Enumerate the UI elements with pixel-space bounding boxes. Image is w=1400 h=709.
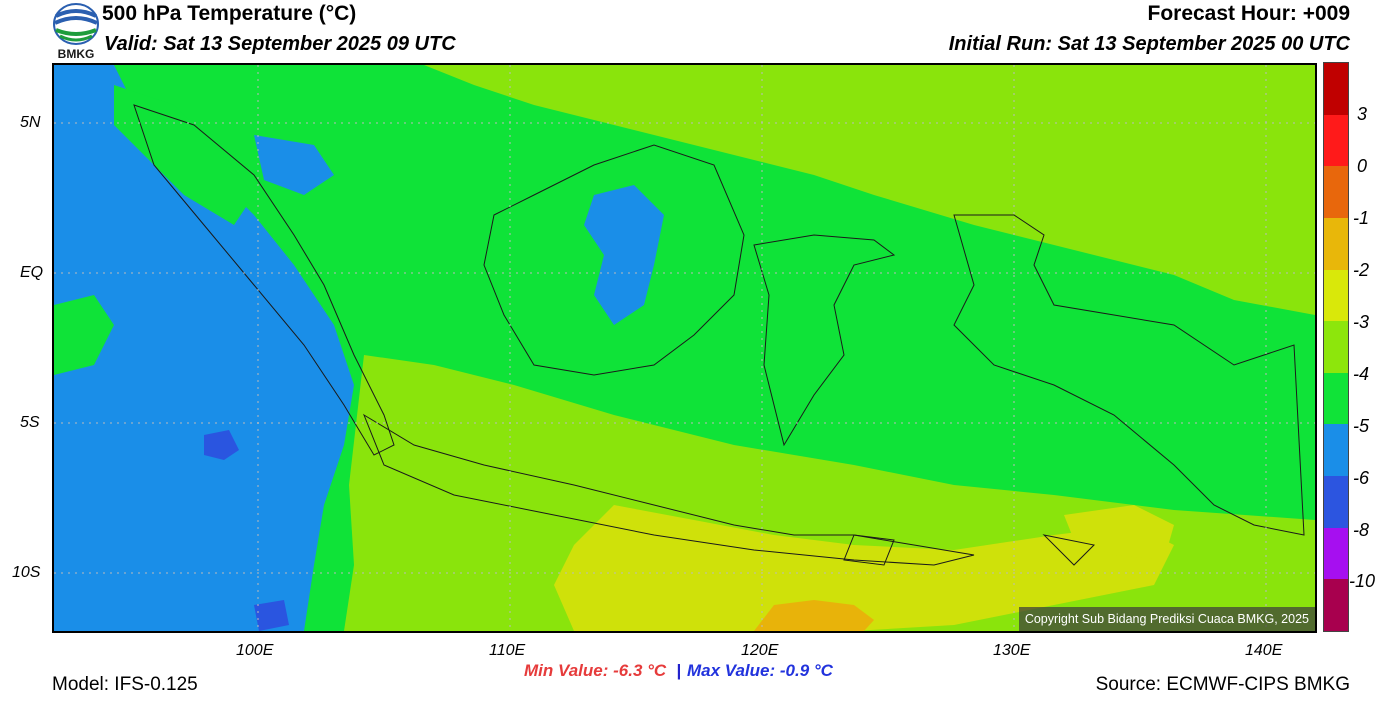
colorbar-label-minus4: -4 (1353, 364, 1370, 384)
model-name: Model: IFS-0.125 (52, 674, 198, 695)
green-patch-sumatra (114, 85, 254, 225)
colorbar-segment (1324, 424, 1348, 476)
colorbar-label-minus3: -3 (1353, 312, 1370, 332)
lat-label-eq: EQ (20, 264, 44, 281)
map-title: 500 hPa Temperature (°C) (102, 2, 357, 25)
colorbar-label-minus5: -5 (1353, 416, 1370, 436)
cold-patch-borneo (584, 185, 664, 325)
cold-patch-north (254, 135, 334, 195)
colorbar-segment (1324, 321, 1348, 373)
temperature-colorbar (1323, 62, 1349, 632)
colorbar-label-minus2: -2 (1353, 260, 1370, 280)
colorbar-segment (1324, 372, 1348, 425)
min-max-separator: | (676, 661, 681, 680)
colder-patch-southwest (254, 600, 289, 631)
lon-label-120e: 120E (741, 642, 779, 659)
colorbar-label-minus1: -1 (1353, 208, 1370, 228)
min-value: Min Value: -6.3 °C (524, 661, 667, 680)
colorbar-segment (1324, 217, 1348, 270)
lon-label-100e: 100E (236, 642, 274, 659)
lat-label-5n: 5N (20, 114, 41, 131)
valid-time: Valid: Sat 13 September 2025 09 UTC (104, 33, 456, 55)
bmkg-logo: BMKG (52, 2, 100, 61)
colorbar-segment (1324, 579, 1348, 631)
warmer-band-south (554, 505, 1174, 631)
colorbar-segment (1324, 166, 1348, 218)
colder-patch-west (204, 430, 239, 460)
lat-lon-grid (54, 65, 1315, 631)
lat-label-10s: 10S (12, 564, 41, 581)
colorbar-segment (1324, 114, 1348, 167)
temperature-map: Copyright Sub Bidang Prediksi Cuaca BMKG… (52, 63, 1317, 633)
colorbar-segment (1324, 63, 1348, 115)
colorbar-label-minus10: -10 (1349, 571, 1376, 591)
max-value: Max Value: -0.9 °C (686, 661, 833, 680)
forecast-hour: Forecast Hour: +009 (1147, 2, 1351, 25)
green-patch-west (54, 295, 114, 375)
cold-region-west (54, 65, 354, 631)
warmer-band-southeast (1064, 505, 1174, 560)
initial-run: Initial Run: Sat 13 September 2025 00 UT… (948, 33, 1350, 55)
colorbar-segment (1324, 269, 1348, 322)
lon-label-140e: 140E (1245, 642, 1283, 659)
colorbar-segment (1324, 476, 1348, 528)
colorbar-label-0: 0 (1357, 156, 1368, 176)
data-source: Source: ECMWF-CIPS BMKG (1095, 674, 1350, 695)
lon-label-110e: 110E (489, 642, 526, 659)
coastlines (133, 104, 1305, 566)
bmkg-logo-icon: BMKG (53, 3, 99, 61)
lon-label-130e: 130E (993, 642, 1031, 659)
min-max-summary: Min Value: -6.3 °C | Max Value: -0.9 °C (524, 661, 833, 681)
copyright-notice: Copyright Sub Bidang Prediksi Cuaca BMKG… (1018, 607, 1315, 631)
lat-label-5s: 5S (20, 414, 40, 431)
colorbar-label-minus8: -8 (1353, 520, 1370, 540)
warm-region-east (424, 65, 1315, 315)
temperature-field (54, 65, 1315, 631)
colorbar-segment (1324, 527, 1348, 580)
colorbar-label-3: 3 (1357, 104, 1368, 124)
warmest-patch (754, 600, 874, 631)
colorbar-label-minus6: -6 (1353, 468, 1370, 488)
logo-text: BMKG (58, 47, 95, 60)
